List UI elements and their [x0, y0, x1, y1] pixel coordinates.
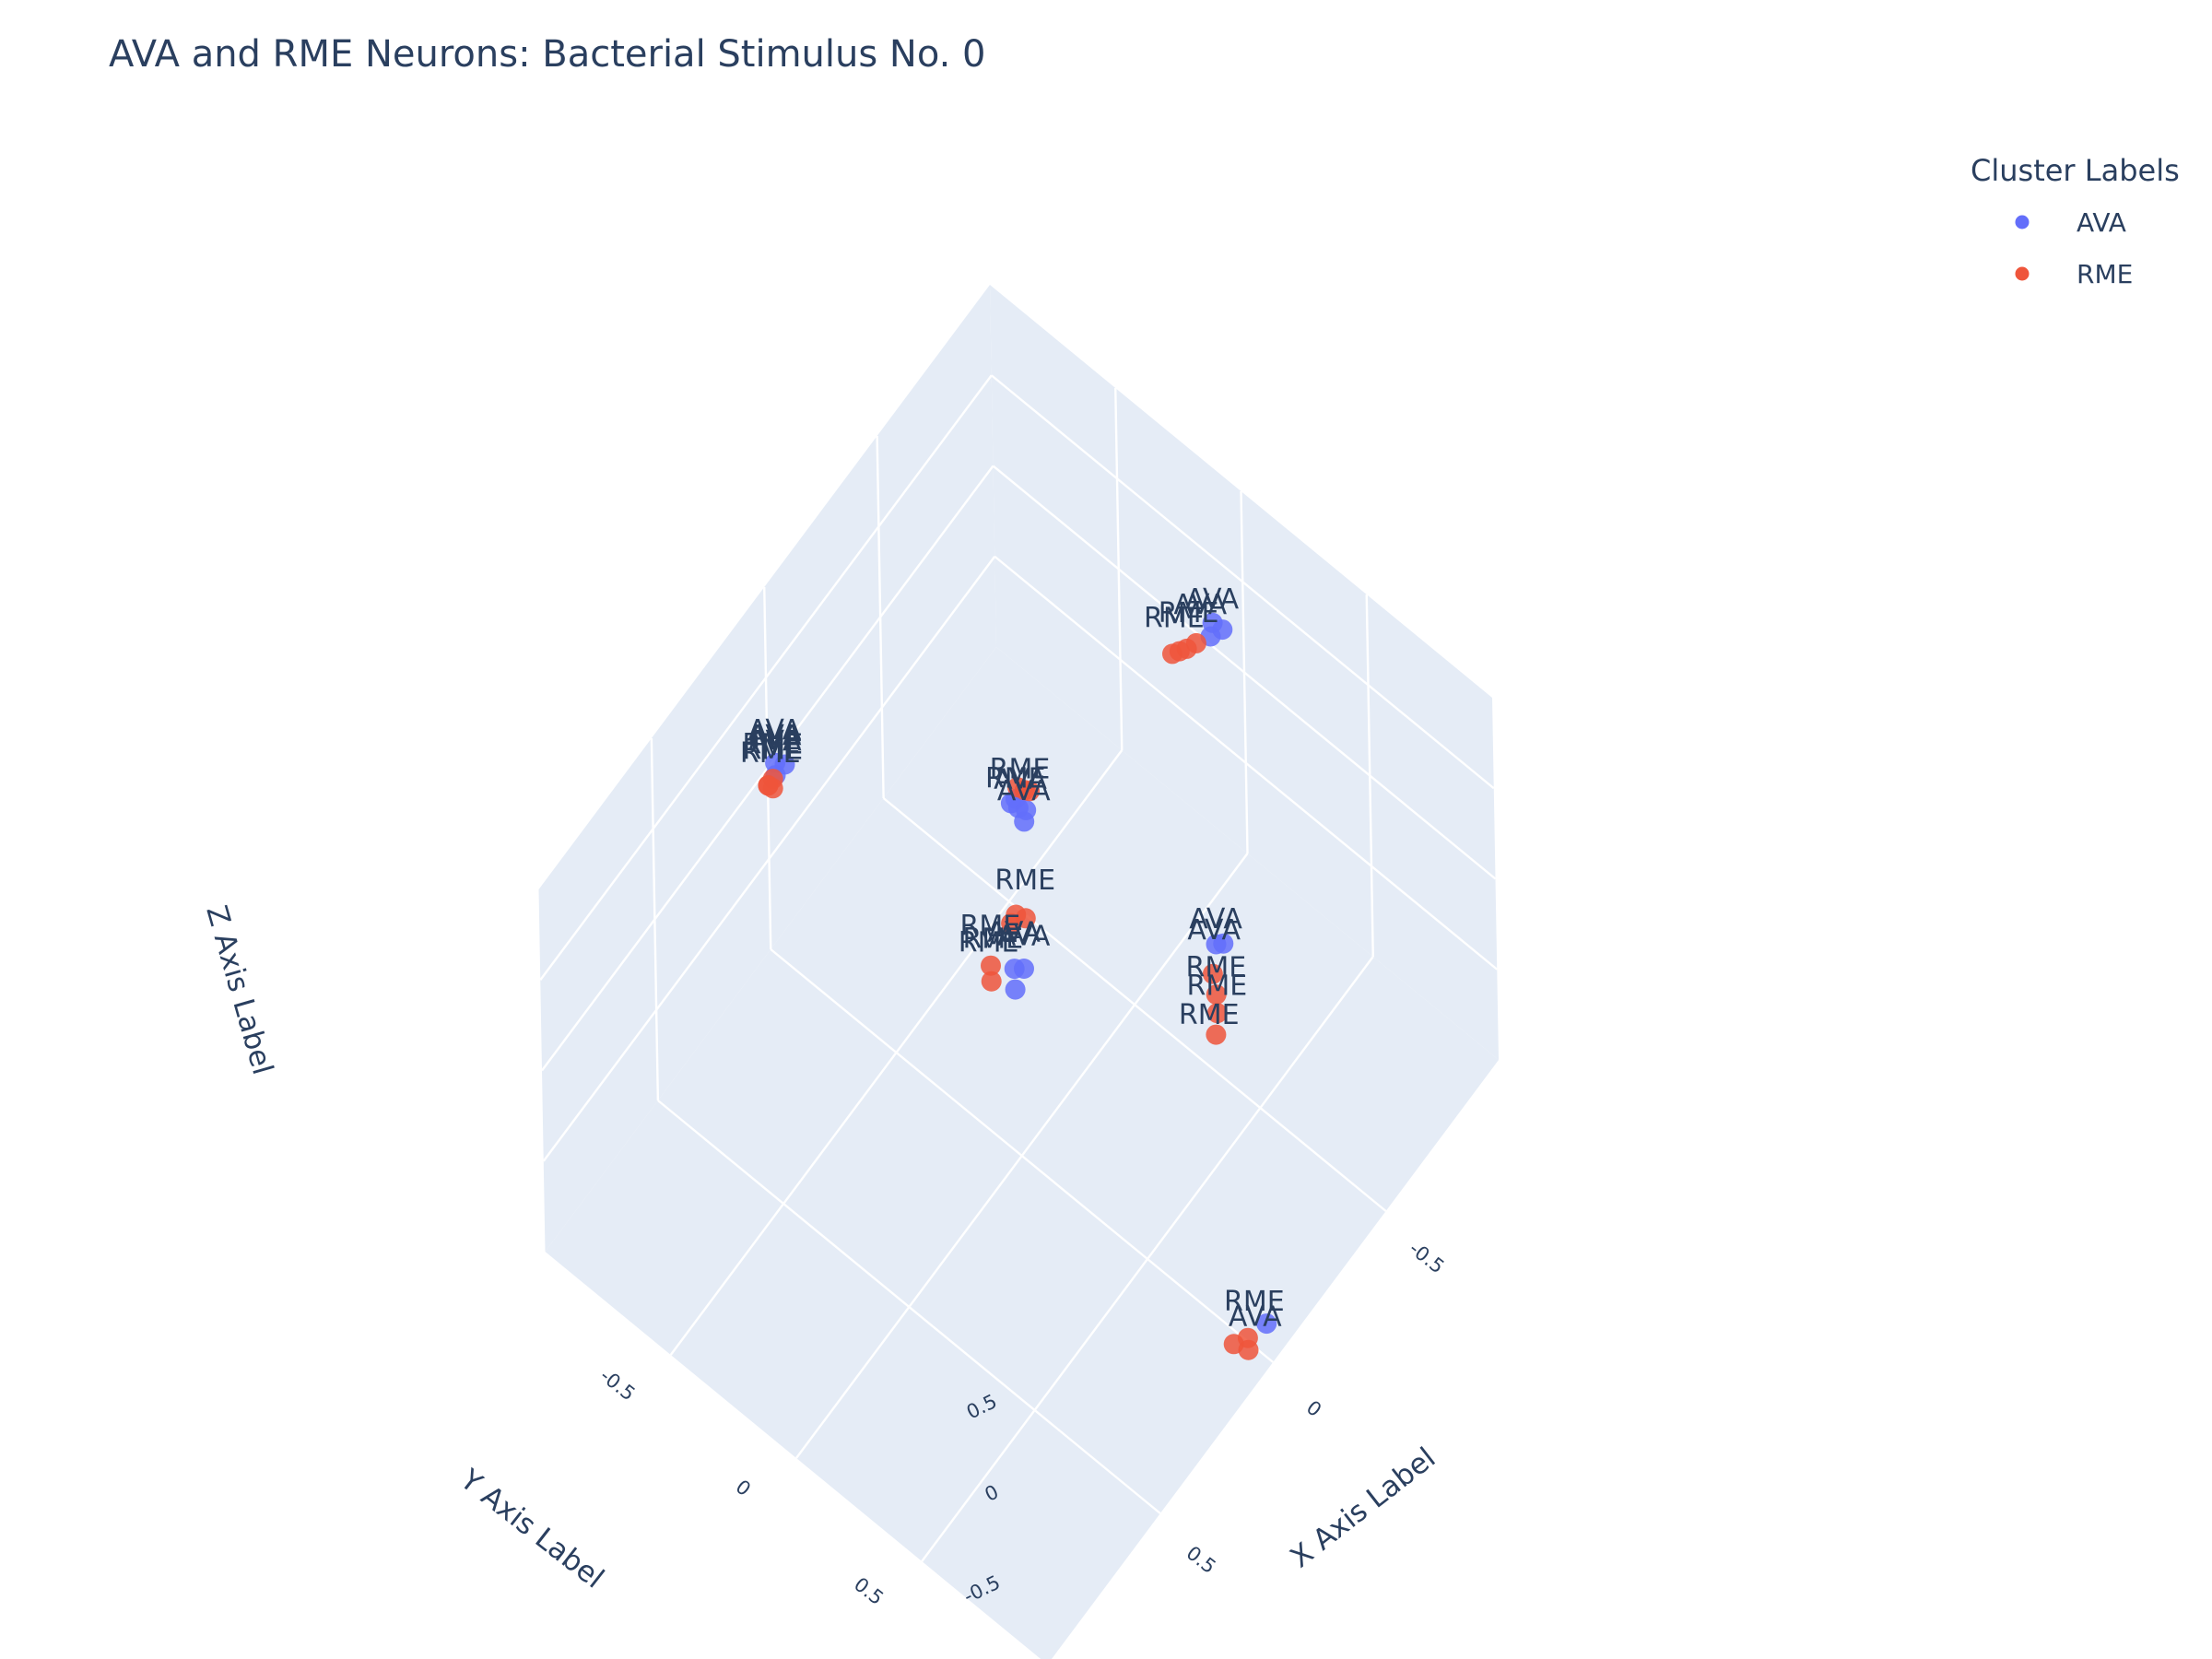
data-point-rme [981, 955, 1001, 976]
point-label-ava: AVA [1229, 1301, 1282, 1334]
data-point-rme [1206, 1003, 1228, 1024]
data-point-rme [1206, 1024, 1227, 1045]
point-label-rme: RME [962, 923, 1023, 955]
data-point-ava [1213, 933, 1234, 954]
point-label-rme: RME [960, 910, 1021, 942]
point-label-rme: RME [1224, 1286, 1285, 1318]
yz-gridline-z [990, 374, 1495, 790]
point-label-rme: RME [1179, 999, 1240, 1031]
y-tick-label: -0.5 [596, 1364, 640, 1405]
data-points [758, 612, 1277, 1360]
data-point-ava [1016, 800, 1037, 820]
data-point-ava [1014, 959, 1034, 979]
y-tick-label: 0 [732, 1476, 755, 1500]
x-tick-label: -0.5 [1405, 1237, 1448, 1277]
legend-label-rme: RME [2077, 259, 2133, 289]
chart-title: AVA and RME Neurons: Bacterial Stimulus … [109, 33, 985, 76]
axis-tick-labels: -0.500.5-0.500.5-0.500.5 [596, 1237, 1449, 1609]
point-label-rme: RME [985, 763, 1046, 795]
point-text-labels: RMERMEAVAAVAAVARMERMEAVAAVAAVARMERMERMER… [740, 583, 1285, 1334]
legend-item-ava[interactable]: AVA [2015, 207, 2126, 238]
xz-gridline-x [650, 737, 660, 1101]
point-label-rme: RME [1159, 597, 1219, 629]
data-point-rme [1162, 643, 1182, 665]
point-label-ava: AVA [748, 720, 802, 752]
xz-gridline-z [539, 374, 993, 981]
yz-gridline-z [992, 465, 1497, 880]
legend: Cluster Labels AVA RME [1971, 153, 2180, 289]
legend-marker-rme [2015, 266, 2030, 281]
point-label-rme: RME [994, 865, 1055, 897]
data-point-rme [1202, 963, 1223, 984]
point-label-ava: AVA [997, 921, 1051, 953]
point-label-rme: RME [742, 729, 803, 761]
point-label-ava: AVA [1187, 914, 1241, 947]
floor-plane [545, 647, 1499, 1659]
point-label-rme: RME [742, 735, 803, 767]
point-label-ava: AVA [1173, 589, 1227, 621]
z-axis-title: Z Axis Label [199, 901, 279, 1078]
point-label-rme: RME [1144, 603, 1205, 635]
point-label-rme: RME [740, 737, 801, 770]
data-point-rme [1206, 984, 1227, 1006]
data-point-ava [1005, 979, 1026, 1000]
data-point-rme [1238, 1339, 1259, 1360]
point-label-ava: AVA [748, 725, 802, 758]
data-point-rme [762, 778, 783, 799]
point-label-rme: RME [1186, 951, 1247, 983]
point-label-rme: RME [1187, 971, 1248, 1003]
x-tick-label: 0 [1302, 1396, 1325, 1421]
x-tick-label: 0.5 [1182, 1542, 1220, 1578]
point-label-rme: RME [990, 754, 1051, 786]
legend-title: Cluster Labels [1971, 153, 2180, 188]
data-point-rme [981, 971, 1002, 992]
legend-marker-ava [2015, 215, 2030, 229]
yz-gridline-y [1365, 594, 1374, 958]
point-label-ava: AVA [1189, 903, 1242, 935]
floor-gridline-y [795, 853, 1249, 1459]
point-label-rme: RME [959, 927, 1019, 959]
point-label-ava: AVA [1185, 583, 1239, 616]
point-label-ava: AVA [994, 764, 1047, 796]
data-point-rme [1001, 912, 1022, 934]
legend-label-ava: AVA [2077, 207, 2126, 238]
floor-gridline-y [921, 956, 1374, 1562]
data-point-rme [1019, 781, 1041, 802]
data-point-ava [1256, 1313, 1277, 1335]
y-axis-title: Y Axis Label [453, 1463, 610, 1595]
floor-gridline-x [657, 1100, 1161, 1514]
legend-item-rme[interactable]: RME [2015, 259, 2134, 289]
point-label-ava: AVA [987, 917, 1041, 949]
y-tick-label: 0.5 [850, 1573, 888, 1609]
point-label-ava: AVA [997, 775, 1051, 807]
x-axis-title: X Axis Label [1284, 1441, 1441, 1575]
point-label-ava: AVA [748, 714, 802, 747]
